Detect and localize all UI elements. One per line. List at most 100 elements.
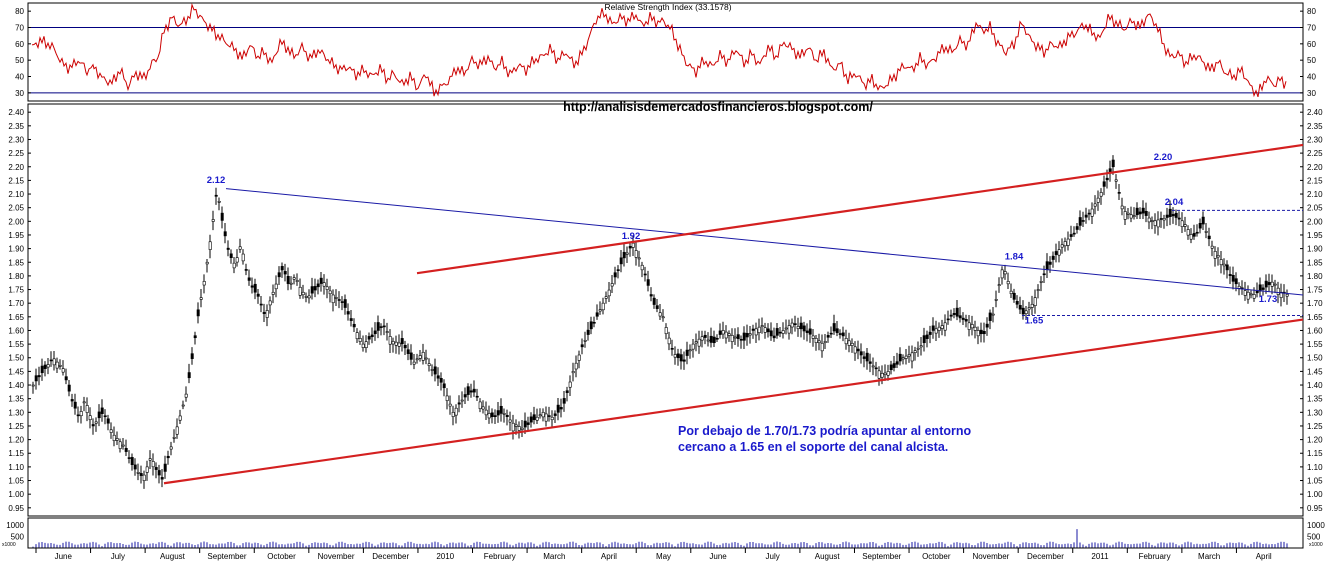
candle-body (676, 353, 680, 359)
candle-body (1171, 214, 1175, 217)
date-tick-label: December (1027, 552, 1064, 561)
candle-body (1045, 261, 1049, 270)
price-tick-label-right: 2.15 (1307, 176, 1323, 185)
candle-body (547, 415, 551, 417)
candle-body (682, 359, 686, 362)
candle-body (814, 338, 818, 343)
candle-body (457, 402, 461, 405)
candle-body (538, 414, 542, 417)
candle-body (718, 330, 722, 335)
candle-body (292, 277, 296, 280)
candle-body (835, 328, 839, 333)
price-level-label: 1.73 (1259, 294, 1278, 305)
candle-body (184, 393, 188, 398)
candle-body (1138, 211, 1142, 215)
candle-body (883, 372, 887, 375)
candle-body (868, 361, 872, 364)
rsi-line (31, 3, 1287, 98)
candle-body (1180, 220, 1184, 227)
candle-body (325, 286, 329, 290)
candle-body (262, 312, 266, 314)
candle-body (277, 272, 281, 278)
candle-body (796, 326, 800, 329)
candle-body (88, 415, 92, 421)
candle-body (316, 283, 320, 288)
volume-panel: 500 500 1000 1000 x1000 x1000 (2, 517, 1325, 549)
candle-body (397, 342, 401, 347)
price-tick-label-right: 2.30 (1307, 135, 1323, 144)
candle-body (445, 395, 449, 401)
candle-body (142, 474, 146, 481)
price-tick-label-left: 1.55 (8, 340, 24, 349)
candle-body (1078, 217, 1082, 226)
candle-body (1204, 231, 1208, 233)
candle-body (1123, 211, 1127, 220)
price-level-label: 1.84 (1005, 252, 1024, 263)
candle-body (856, 348, 860, 352)
candle-body (268, 300, 272, 306)
candle-body (388, 336, 392, 345)
candle-body (910, 352, 914, 362)
price-tick-label-right: 1.25 (1307, 422, 1323, 431)
descending-trendline (225, 188, 1304, 296)
candle-body (1228, 274, 1232, 276)
price-tick-label-left: 2.35 (8, 122, 24, 131)
candle-body (541, 412, 545, 418)
candle-body (1207, 235, 1211, 240)
candle-body (496, 410, 500, 416)
candle-body (994, 299, 998, 301)
candle-body (1174, 212, 1178, 218)
candle-body (328, 290, 332, 295)
candle-body (1081, 220, 1085, 222)
candle-body (370, 334, 374, 338)
price-tick-label-right: 1.35 (1307, 395, 1323, 404)
rsi-tick-label-left: 80 (15, 7, 24, 16)
candle-body (598, 309, 602, 312)
candle-body (163, 463, 167, 472)
candle-body (901, 357, 905, 360)
candle-body (1102, 181, 1106, 187)
candle-body (139, 473, 143, 476)
blog-watermark: http://analisisdemercadosfinancieros.blo… (563, 100, 873, 114)
candle-body (1279, 291, 1283, 298)
price-tick-label-left: 1.80 (8, 272, 24, 281)
price-tick-label-right: 1.90 (1307, 245, 1323, 254)
candle-body (946, 318, 950, 321)
candle-body (40, 365, 44, 374)
candle-body (808, 328, 812, 335)
price-tick-label-left: 1.90 (8, 245, 24, 254)
candle-body (310, 286, 314, 294)
date-tick-label: September (862, 552, 901, 561)
date-axis: June July August September October November De… (28, 547, 1303, 561)
candle-body (334, 297, 338, 299)
price-tick-label-left: 2.40 (8, 108, 24, 117)
candle-body (148, 458, 152, 461)
candle-body (532, 414, 536, 420)
candle-body (742, 332, 746, 341)
candle-body (214, 194, 218, 197)
candle-body (1246, 291, 1250, 300)
candle-body (913, 350, 917, 353)
candle-body (232, 262, 236, 269)
candle-body (442, 383, 446, 389)
candle-body (1177, 217, 1181, 220)
candle-body (1024, 310, 1028, 314)
candle-body (817, 340, 821, 344)
rsi-tick-label-left: 70 (15, 24, 24, 33)
candle-body (289, 282, 293, 285)
candle-body (1192, 233, 1196, 237)
candle-body (409, 352, 413, 360)
candle-body (1087, 212, 1091, 215)
candle-body (112, 434, 116, 441)
rsi-title: Relative Strength Index (33.1578) (604, 2, 731, 12)
candle-body (151, 461, 155, 468)
candle-body (1018, 305, 1022, 310)
candle-body (607, 289, 611, 297)
candle-body (307, 295, 311, 299)
candle-body (850, 342, 854, 346)
price-tick-label-right: 1.60 (1307, 326, 1323, 335)
annotation-line-2: cercano a 1.65 en el soporte del canal a… (678, 440, 948, 454)
candle-body (727, 333, 731, 336)
channel-upper-line (416, 143, 1304, 275)
